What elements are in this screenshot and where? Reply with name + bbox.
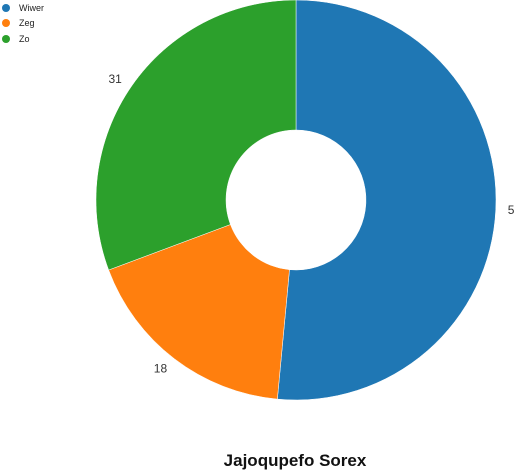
data-label-zo: 31	[108, 72, 122, 86]
slice-wiwer[interactable]	[277, 0, 497, 401]
legend-label: Wiwer	[19, 2, 44, 13]
data-label-zeg: 18	[154, 361, 168, 375]
legend-label: Zeg	[19, 18, 35, 29]
data-labels-group: 52 18 31	[108, 72, 515, 375]
legend-item-zo[interactable]: Zo	[0, 31, 44, 47]
legend: Wiwer Zeg Zo	[0, 0, 44, 47]
data-label-wiwer: 52	[508, 203, 515, 217]
legend-item-zeg[interactable]: Zeg	[0, 16, 44, 32]
legend-swatch	[2, 3, 10, 12]
chart-title: Jajoqupefo Sorex	[223, 451, 367, 470]
legend-label: Zo	[19, 33, 30, 44]
legend-item-wiwer[interactable]: Wiwer	[0, 0, 44, 16]
slice-zeg[interactable]	[108, 224, 290, 400]
legend-swatch	[2, 19, 10, 28]
slices-group	[95, 0, 497, 401]
legend-swatch	[2, 34, 10, 43]
slice-zo[interactable]	[95, 0, 297, 271]
